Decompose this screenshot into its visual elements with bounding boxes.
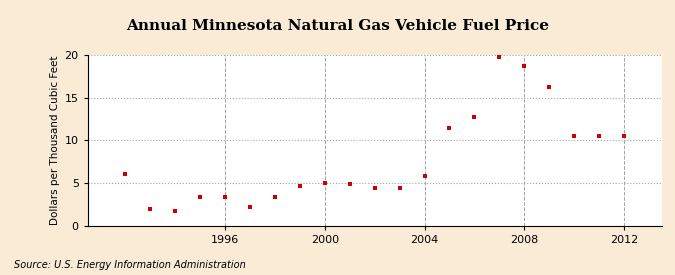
Point — [519, 64, 530, 68]
Point — [119, 172, 130, 176]
Point — [169, 209, 180, 213]
Point — [144, 207, 155, 212]
Point — [419, 174, 430, 178]
Y-axis label: Dollars per Thousand Cubic Feet: Dollars per Thousand Cubic Feet — [51, 56, 61, 225]
Point — [394, 185, 405, 190]
Text: Annual Minnesota Natural Gas Vehicle Fuel Price: Annual Minnesota Natural Gas Vehicle Fue… — [126, 19, 549, 33]
Point — [494, 55, 505, 60]
Point — [269, 195, 280, 200]
Point — [544, 85, 555, 90]
Point — [444, 126, 455, 130]
Point — [594, 134, 605, 138]
Point — [469, 115, 480, 119]
Point — [319, 181, 330, 185]
Text: Source: U.S. Energy Information Administration: Source: U.S. Energy Information Administ… — [14, 260, 245, 270]
Point — [244, 205, 255, 209]
Point — [344, 182, 355, 186]
Point — [194, 195, 205, 200]
Point — [619, 134, 630, 138]
Point — [294, 184, 305, 188]
Point — [569, 133, 580, 138]
Point — [369, 185, 380, 190]
Point — [219, 195, 230, 200]
